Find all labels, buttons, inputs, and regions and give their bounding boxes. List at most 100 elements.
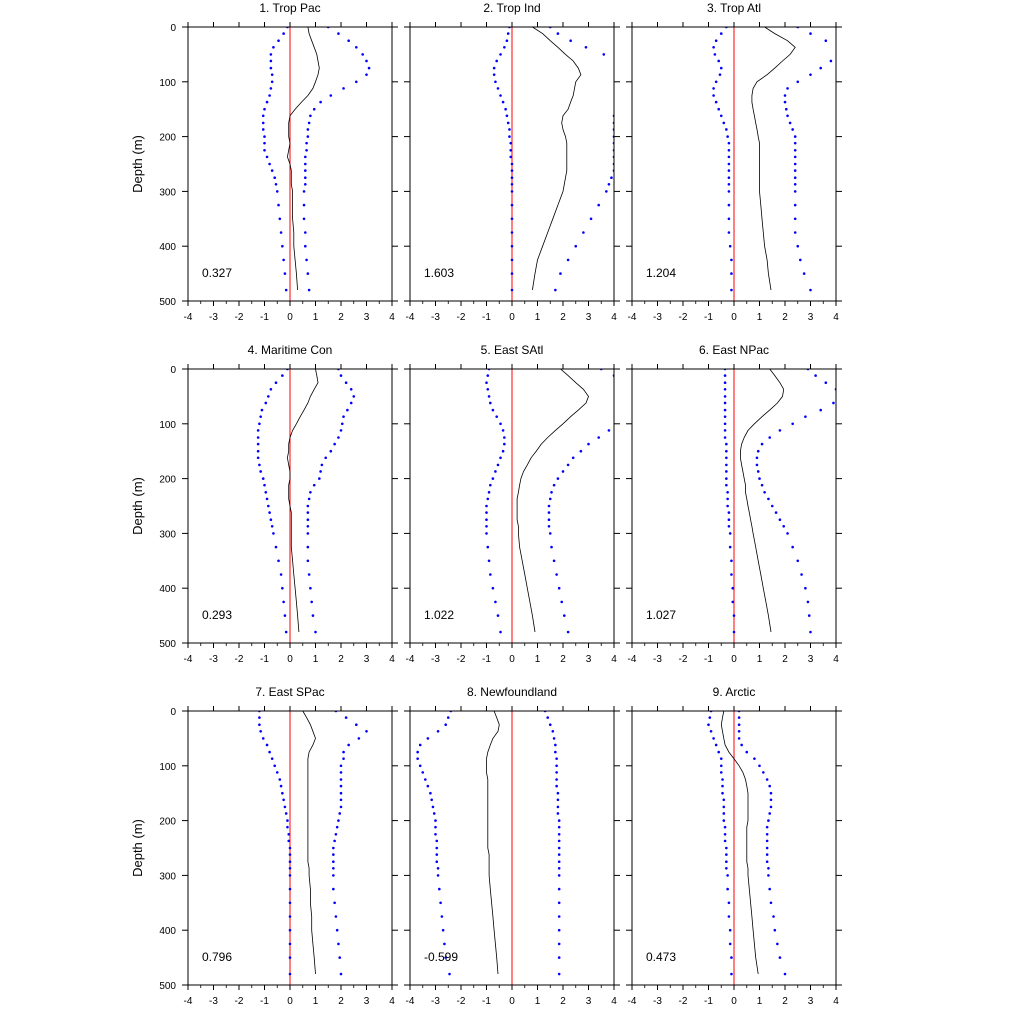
- lower-bound-point: [501, 429, 505, 432]
- lower-bound-point: [713, 53, 717, 56]
- upper-bound-point: [793, 155, 797, 159]
- upper-bound-point: [765, 853, 769, 856]
- panel-statistic: 1.204: [646, 266, 676, 280]
- panel-data: [485, 369, 641, 634]
- x-tick-label: 3: [586, 654, 592, 665]
- upper-bound-point: [349, 387, 353, 391]
- x-tick-label: 4: [833, 312, 839, 323]
- upper-bound-point: [638, 402, 641, 405]
- upper-bound-point: [557, 825, 561, 829]
- x-tick-label: -1: [704, 312, 713, 323]
- lower-bound-point: [279, 784, 283, 788]
- x-tick-label: -3: [209, 654, 218, 665]
- panel-data: [492, 27, 646, 292]
- lower-bound-point: [714, 80, 718, 84]
- lower-bound-point: [719, 771, 723, 774]
- upper-bound-point: [758, 764, 761, 768]
- x-tick-label: -2: [457, 312, 466, 323]
- panel-title: 6. East NPac: [699, 343, 769, 357]
- upper-bound-point: [342, 750, 345, 754]
- lower-bound-point: [288, 866, 292, 870]
- upper-bound-point: [557, 819, 561, 822]
- upper-bound-point: [620, 101, 623, 104]
- x-tick-label: -3: [431, 996, 440, 1007]
- lower-bound-point: [508, 135, 511, 138]
- upper-bound-point: [554, 743, 557, 747]
- lower-bound-point: [288, 901, 292, 905]
- lower-bound-point: [278, 778, 282, 781]
- upper-bound-point: [304, 182, 307, 186]
- x-tick-label: 4: [611, 654, 617, 665]
- upper-bound-point: [799, 258, 802, 262]
- lower-bound-point: [708, 716, 712, 719]
- upper-bound-point: [763, 491, 766, 494]
- upper-bound-point: [319, 100, 322, 104]
- panel-title: 5. East SAtl: [481, 343, 544, 357]
- panel-statistic: 0.327: [202, 266, 232, 280]
- upper-bound-point: [342, 757, 345, 760]
- upper-bound-point: [574, 244, 578, 248]
- lower-bound-point: [727, 511, 731, 514]
- upper-bound-point: [840, 395, 843, 398]
- upper-bound-point: [788, 121, 792, 125]
- upper-bound-point: [305, 258, 308, 262]
- upper-bound-point: [643, 81, 646, 84]
- lower-bound-point: [274, 182, 278, 186]
- x-tick-label: -3: [209, 996, 218, 1007]
- upper-bound-point: [737, 737, 741, 740]
- x-tick-label: -1: [260, 312, 269, 323]
- y-tick-label: 500: [159, 297, 176, 308]
- panel-data: [261, 27, 371, 292]
- upper-bound-point: [554, 288, 557, 292]
- upper-bound-point: [840, 46, 843, 49]
- lower-bound-point: [725, 470, 728, 473]
- upper-bound-point: [557, 846, 561, 850]
- panel-9: 9. Arctic -4 -3 -2 -1 0 1 2 3 4 0.473: [626, 685, 842, 1007]
- lower-bound-point: [726, 497, 729, 501]
- lower-bound-point: [503, 442, 506, 446]
- lower-bound-point: [494, 80, 497, 84]
- lower-bound-point: [719, 764, 723, 768]
- lower-bound-point: [491, 477, 495, 480]
- lower-bound-point: [723, 387, 727, 391]
- upper-bound-point: [339, 429, 343, 432]
- upper-bound-point: [782, 524, 786, 528]
- x-tick-label: -4: [628, 996, 637, 1007]
- upper-bound-point: [753, 757, 756, 760]
- upper-bound-point: [793, 141, 797, 145]
- upper-bound-point: [555, 764, 558, 768]
- lower-bound-point: [267, 395, 270, 398]
- lower-bound-point: [286, 819, 289, 822]
- lower-bound-point: [709, 729, 713, 733]
- panel-title: 8. Newfoundland: [467, 685, 557, 699]
- upper-bound-point: [306, 511, 310, 514]
- x-tick-label: 4: [389, 312, 395, 323]
- upper-bound-point: [332, 860, 335, 863]
- x-tick-label: 1: [535, 654, 541, 665]
- lower-bound-point: [269, 87, 273, 90]
- panel-3: 3. Trop Atl -4 -3 -2 -1 0 1 2 3 4 1.204: [626, 1, 842, 323]
- lower-bound-point: [486, 387, 490, 391]
- upper-bound-point: [355, 723, 358, 726]
- upper-bound-point: [355, 45, 358, 49]
- upper-bound-point: [769, 791, 773, 795]
- lower-bound-point: [725, 846, 728, 850]
- upper-bound-point: [793, 190, 797, 193]
- y-tick-label: 200: [159, 475, 176, 486]
- upper-bound-point: [337, 32, 340, 35]
- upper-bound-point: [557, 942, 561, 946]
- upper-bound-point: [552, 483, 556, 487]
- upper-bound-point: [804, 586, 807, 590]
- panel-7: 7. East SPac -4 -3 -2 -1 0 1 2 3 4 0 100 200 300 400 50…: [130, 685, 398, 1007]
- lower-bound-point: [506, 121, 510, 125]
- upper-bound-point: [335, 928, 339, 932]
- lower-bound-point: [446, 716, 450, 719]
- lower-bound-point: [258, 716, 261, 719]
- upper-bound-point: [312, 483, 316, 487]
- lower-bound-point: [717, 107, 720, 111]
- upper-bound-point: [768, 436, 771, 439]
- lower-bound-point: [723, 422, 727, 426]
- x-tick-label: 0: [731, 996, 737, 1007]
- x-tick-label: 2: [338, 996, 344, 1007]
- panel-statistic: 0.293: [202, 608, 232, 622]
